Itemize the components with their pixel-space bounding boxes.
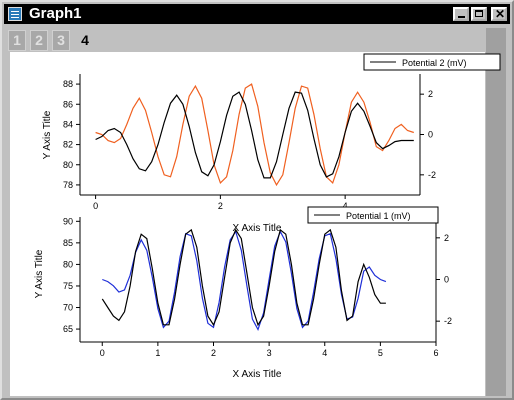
close-icon: ✕	[494, 7, 506, 21]
title-bar[interactable]: Graph1 ✕	[4, 4, 510, 24]
x-tick-label: 2	[211, 348, 216, 358]
legend: Potential 1 (mV)	[307, 206, 439, 224]
y-tick-label: 90	[63, 216, 73, 226]
y2-tick-label: 2	[428, 89, 433, 99]
y-tick-label: 88	[63, 79, 73, 89]
layer-tab-4[interactable]: 4	[76, 30, 94, 51]
legend: Potential 2 (mV)	[363, 53, 501, 71]
vertical-scrollbar[interactable]	[486, 28, 506, 396]
bottom-chart[interactable]: 65 70 75 80 85 90 -2 0 2 0 1 2 3 4 5 6 X Axis Title Y Axi…	[34, 206, 452, 380]
y-axis-title: Y Axis Title	[42, 110, 53, 159]
x-tick-label: 0	[93, 201, 98, 211]
legend-box	[363, 53, 501, 71]
x-tick-label: 0	[100, 348, 105, 358]
x-tick-label: 2	[218, 201, 223, 211]
y-tick-label: 85	[63, 238, 73, 248]
series-line-potential-2-mv-	[95, 83, 414, 187]
layer-tab-2[interactable]: 2	[30, 30, 48, 51]
y-tick-label: 86	[63, 99, 73, 109]
series-line-reference	[101, 228, 386, 327]
x-tick-label: 3	[267, 348, 272, 358]
x-tick-label: 6	[433, 348, 438, 358]
y2-tick-label: 0	[428, 130, 433, 140]
window-title: Graph1	[29, 5, 82, 22]
graph-window-icon[interactable]	[8, 7, 22, 21]
legend-label: Potential 2 (mV)	[402, 58, 467, 68]
minimize-button[interactable]	[453, 7, 469, 21]
layer-tab-3[interactable]: 3	[52, 30, 70, 51]
maximize-icon	[475, 10, 483, 17]
y-tick-label: 80	[63, 259, 73, 269]
y-tick-label: 78	[63, 180, 73, 190]
y-tick-label: 75	[63, 281, 73, 291]
minimize-icon	[458, 16, 465, 18]
y2-tick-label: -2	[428, 170, 436, 180]
series-line-potential-1-mv-	[102, 230, 387, 332]
graph-page[interactable]	[37, 52, 485, 396]
y-tick-label: 84	[63, 119, 73, 129]
y-tick-label: 70	[63, 303, 73, 313]
page-margin	[10, 52, 37, 396]
close-button[interactable]: ✕	[491, 7, 507, 21]
x-tick-label: 4	[322, 348, 327, 358]
series-line-reference	[95, 91, 414, 179]
layer-tab-1[interactable]: 1	[8, 30, 26, 51]
x-tick-label: 1	[155, 348, 160, 358]
y-axis-title: Y Axis Title	[34, 249, 45, 298]
x-axis-title: X Axis Title	[233, 369, 282, 380]
x-tick-label: 5	[378, 348, 383, 358]
y-tick-label: 80	[63, 160, 73, 170]
top-chart[interactable]: 78 80 82 84 86 88 -2 0 2 0 2 4 X Axis Title Y Axis Ti…	[42, 53, 501, 234]
legend-box	[307, 206, 439, 224]
x-tick-label: 4	[343, 201, 348, 211]
y-tick-label: 82	[63, 140, 73, 150]
y2-tick-label: 0	[444, 275, 449, 285]
y2-tick-label: 2	[444, 233, 449, 243]
maximize-button[interactable]	[471, 7, 487, 21]
y2-tick-label: -2	[444, 316, 452, 326]
y-tick-label: 65	[63, 324, 73, 334]
x-axis-title: X Axis Title	[233, 223, 282, 234]
legend-label: Potential 1 (mV)	[346, 211, 411, 221]
